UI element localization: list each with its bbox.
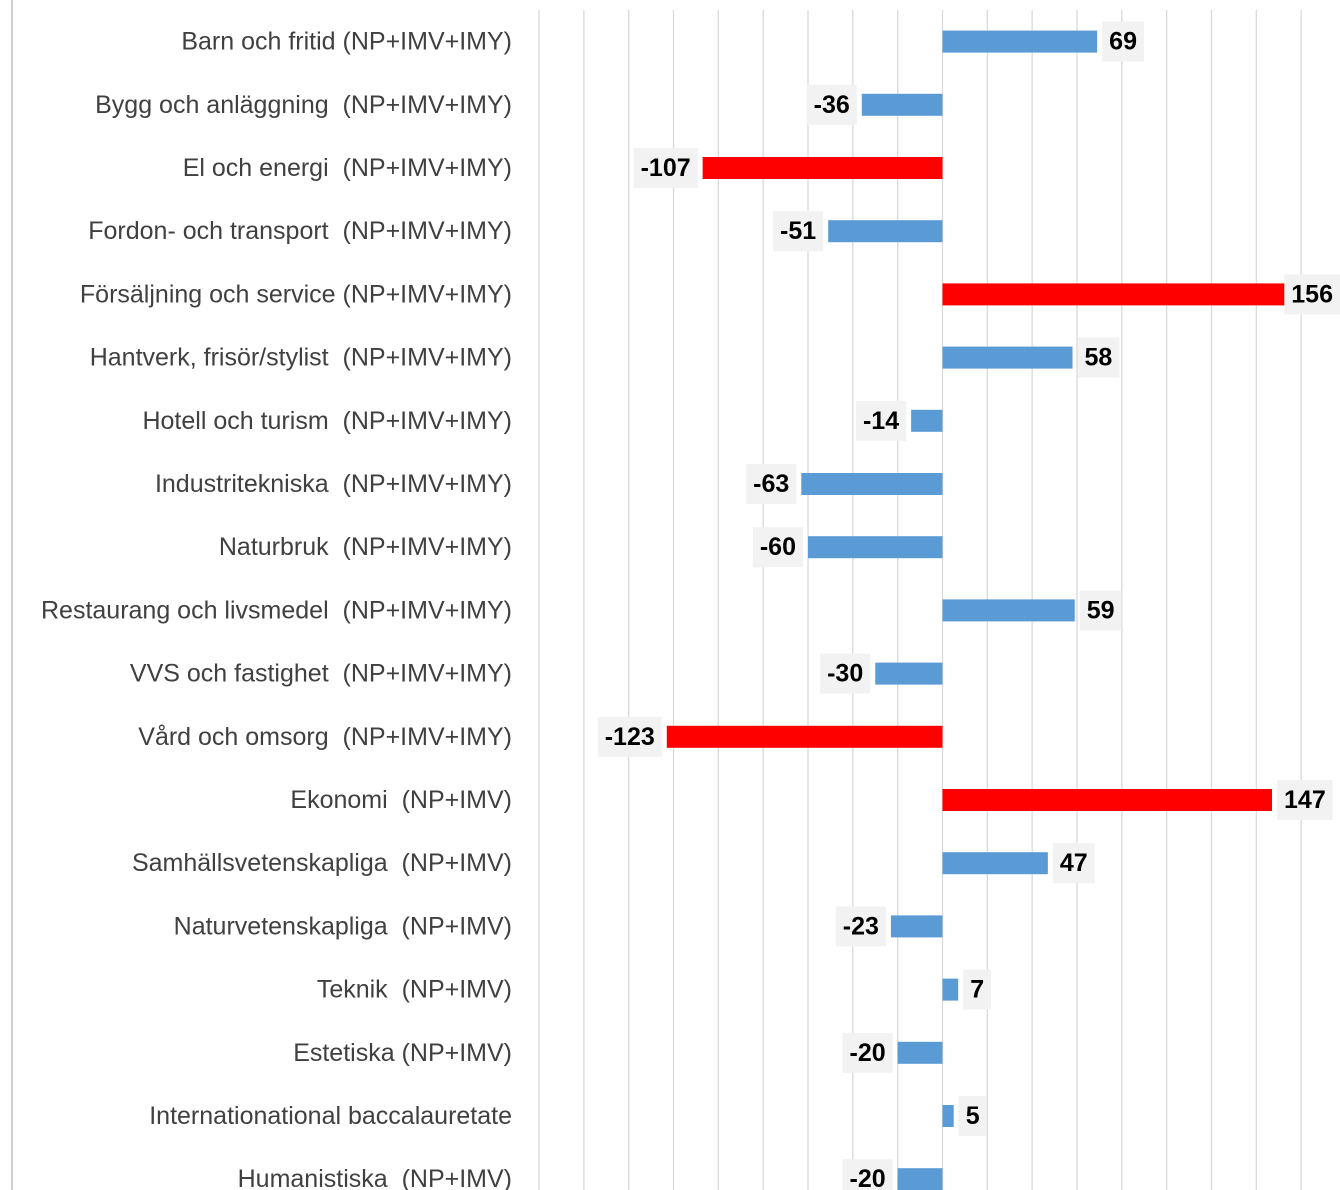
category-label: Naturvetenskapliga (NP+IMV) [174, 912, 512, 940]
bar [861, 93, 943, 116]
category-label: Ekonomi (NP+IMV) [290, 786, 512, 814]
category-label: Internationational baccalauretate [149, 1102, 512, 1130]
data-label-background [958, 1096, 987, 1136]
bar [942, 978, 959, 1001]
data-label-background [963, 969, 992, 1010]
category-label: VVS och fastighet (NP+IMV+IMY) [130, 660, 512, 688]
category-label: Humanistiska (NP+IMV) [238, 1165, 512, 1190]
data-label-background [855, 400, 907, 441]
bar [666, 725, 943, 748]
data-label: -30 [820, 653, 871, 694]
bar [890, 915, 943, 938]
category-label: Naturbruk (NP+IMV+IMY) [219, 533, 512, 561]
data-label-text: -23 [843, 912, 879, 940]
category-label: Försäljning och service (NP+IMV+IMY) [80, 280, 512, 308]
data-label-background [752, 527, 803, 568]
data-label: -23 [835, 906, 886, 947]
data-label: 47 [1052, 843, 1095, 884]
data-label-text: 147 [1284, 786, 1326, 814]
data-label-text: -63 [753, 470, 789, 498]
data-label-text: -107 [641, 154, 691, 182]
data-label: 156 [1284, 274, 1340, 315]
data-label: 59 [1079, 590, 1122, 631]
category-label: Barn och fritid (NP+IMV+IMY) [181, 28, 512, 56]
data-label: -123 [597, 716, 662, 757]
category-labels: Barn och fritid (NP+IMV+IMY) Bygg och anl… [41, 28, 512, 1190]
category-label: Bygg och anläggning (NP+IMV+IMY) [95, 91, 512, 119]
data-label-text: -60 [760, 533, 796, 561]
data-label-background [597, 716, 662, 757]
bar [942, 1105, 954, 1127]
data-label: -63 [746, 464, 797, 504]
data-label-background [806, 84, 857, 125]
category-label: Restaurang och livsmedel (NP+IMV+IMY) [41, 596, 512, 624]
category-label: Teknik (NP+IMV) [317, 976, 512, 1004]
data-label-background [1077, 337, 1120, 378]
data-label: 147 [1277, 780, 1333, 820]
bars [666, 30, 1293, 1190]
category-label: Samhällsvetenskapliga (NP+IMV) [132, 849, 512, 877]
data-label-background [633, 148, 698, 188]
data-label-text: 58 [1085, 344, 1113, 372]
category-label: Hantverk, frisör/stylist (NP+IMV+IMY) [90, 344, 512, 372]
bar [897, 1041, 943, 1064]
data-label: 7 [963, 969, 992, 1010]
bar [942, 599, 1075, 622]
data-label-text: 69 [1109, 28, 1137, 56]
data-label-text: -30 [827, 660, 863, 688]
data-label: -51 [773, 211, 824, 252]
category-label: Estetiska (NP+IMV) [293, 1039, 512, 1067]
data-label-background [1079, 590, 1122, 631]
data-label-background [1102, 21, 1144, 62]
bar [897, 1168, 943, 1190]
value-labels: 69 -36 -107 -51 156 58 -14 -63 -60 59 -30 -123 147 47… [597, 21, 1340, 1190]
data-label-background [842, 1159, 893, 1190]
data-label-background [842, 1032, 893, 1073]
category-label: Industritekniska (NP+IMV+IMY) [155, 470, 512, 498]
data-label: 5 [958, 1096, 987, 1136]
data-label-background [1284, 274, 1340, 315]
data-label-text: -51 [780, 217, 816, 245]
data-label-background [835, 906, 886, 947]
bar [911, 409, 943, 432]
data-label: -20 [842, 1032, 893, 1073]
bar [942, 30, 1098, 53]
data-label: 69 [1102, 21, 1144, 62]
data-label-text: -123 [605, 723, 655, 751]
bar [702, 157, 943, 179]
category-label: Vård och omsorg (NP+IMV+IMY) [138, 723, 512, 751]
data-label-text: 7 [970, 976, 984, 1004]
data-label-background [1277, 780, 1333, 820]
bar [942, 346, 1073, 369]
data-label: -20 [842, 1159, 893, 1190]
bar [801, 473, 943, 495]
data-label-text: -20 [850, 1165, 886, 1190]
bar [808, 536, 943, 559]
data-label: -36 [806, 84, 857, 125]
data-label-background [773, 211, 824, 252]
bar [828, 220, 943, 243]
data-label-text: 5 [966, 1102, 980, 1130]
data-label-text: 59 [1087, 596, 1115, 624]
data-label-text: -20 [850, 1039, 886, 1067]
data-label-text: -14 [863, 407, 899, 435]
data-label-background [746, 464, 797, 504]
data-label: -60 [752, 527, 803, 568]
bar [875, 662, 943, 685]
data-label-text: -36 [814, 91, 850, 119]
data-label: -14 [855, 400, 907, 441]
category-label: Hotell och turism (NP+IMV+IMY) [142, 407, 512, 435]
category-label: El och energi (NP+IMV+IMY) [183, 154, 512, 182]
bar [942, 789, 1273, 811]
category-label: Fordon- och transport (NP+IMV+IMY) [88, 217, 512, 245]
data-label: -107 [633, 148, 698, 188]
data-label-background [1052, 843, 1095, 884]
data-label-background [820, 653, 871, 694]
data-label: 58 [1077, 337, 1120, 378]
bar [942, 283, 1293, 306]
data-label-text: 156 [1291, 280, 1333, 308]
data-label-text: 47 [1060, 849, 1088, 877]
bar [942, 852, 1048, 875]
